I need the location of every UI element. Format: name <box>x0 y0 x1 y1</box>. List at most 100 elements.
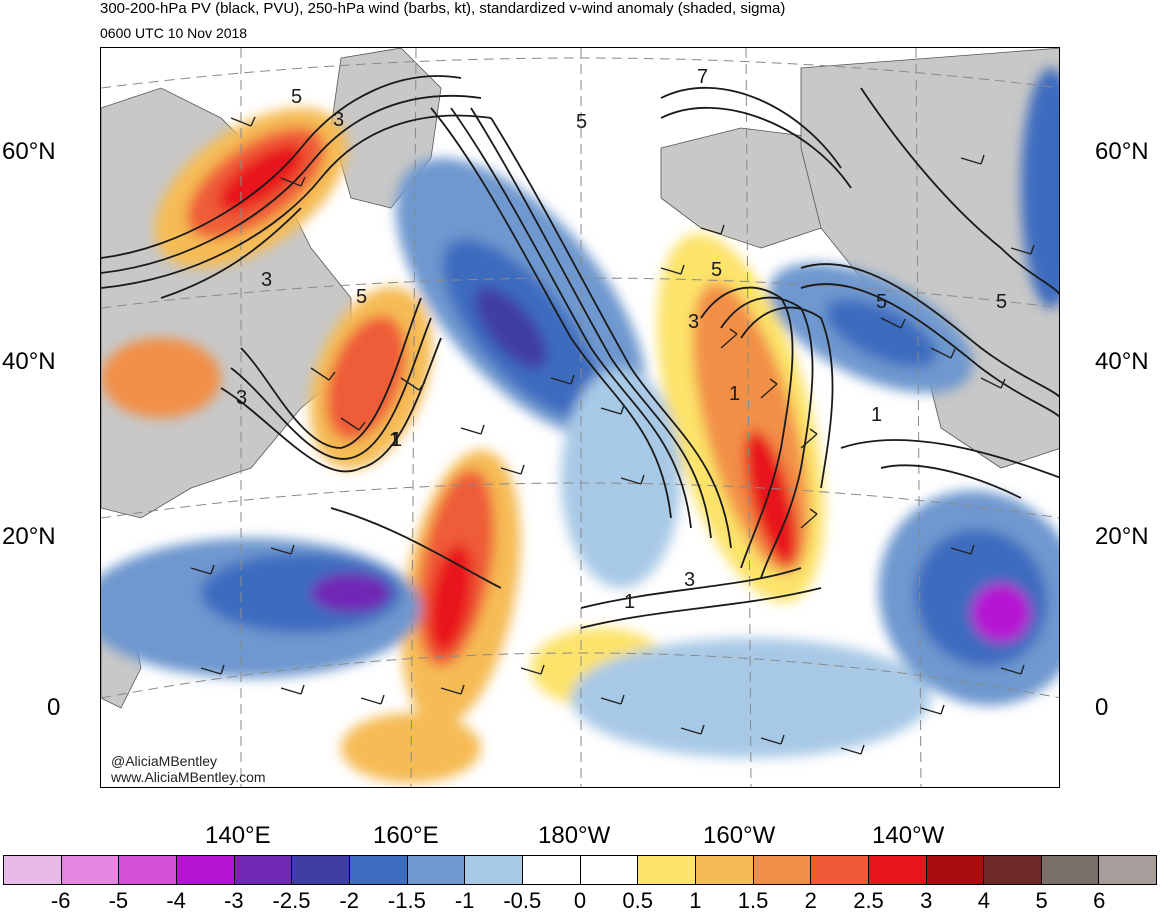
wind-barb <box>190 564 215 575</box>
wind-barb <box>460 424 485 435</box>
colorbar-swatch <box>580 856 639 884</box>
wind-barb <box>230 116 256 127</box>
lat-label-60n-left: 60°N <box>2 138 56 165</box>
lat-label-20n-left: 20°N <box>2 523 56 550</box>
land-nw-america <box>800 48 1059 469</box>
wind-barb <box>280 684 305 695</box>
anomaly-positive <box>326 315 406 441</box>
anomaly-positive <box>744 430 798 566</box>
contour-label: 3 <box>684 569 695 591</box>
colorbar-label: 2 <box>804 888 817 913</box>
contour-label: 5 <box>996 291 1007 313</box>
anomaly-positive <box>429 543 473 653</box>
wind-barb <box>930 347 956 359</box>
contour-label: 7 <box>697 66 708 88</box>
colorbar-swatch <box>753 856 812 884</box>
lon-label-160w: 160°W <box>703 822 776 849</box>
wind-barb <box>920 704 945 715</box>
colorbar-label: -3 <box>224 888 244 913</box>
contour-label: 5 <box>576 111 587 133</box>
wind-barb <box>1010 244 1035 255</box>
colorbar-label: -0.5 <box>503 888 542 913</box>
anomaly-negative <box>971 583 1031 643</box>
lat-label-20n-right: 20°N <box>1095 523 1149 550</box>
wind-barb <box>360 694 385 705</box>
anomaly-negative <box>571 638 931 758</box>
contour-label: 1 <box>624 591 635 613</box>
valid-time: 0600 UTC 10 Nov 2018 <box>100 25 248 41</box>
wind-barb <box>620 474 645 485</box>
colorbar-swatch <box>695 856 754 884</box>
colorbar-swatch <box>465 856 523 884</box>
wind-barb <box>950 544 975 555</box>
contour-label: 5 <box>711 259 722 281</box>
contour-label: 1 <box>389 429 400 451</box>
lon-label-160e: 160°E <box>373 822 439 849</box>
lat-label-40n-right: 40°N <box>1095 348 1149 375</box>
wind-barb <box>880 317 906 329</box>
colorbar-label: -5 <box>108 888 129 913</box>
colorbar-label: 2.5 <box>853 888 884 913</box>
anomaly-negative <box>825 298 937 368</box>
wind-barb <box>270 544 295 555</box>
colorbar-swatch <box>638 856 696 884</box>
wind-barb <box>760 734 785 745</box>
pv-contours <box>101 75 1059 629</box>
map-title: 300-200-hPa PV (black, PVU), 250-hPa win… <box>100 0 786 17</box>
lon-label-180w: 180°W <box>538 822 611 849</box>
colorbar-swatch <box>1041 856 1100 884</box>
anomaly-positive <box>218 144 304 212</box>
credit-website: www.AliciaMBentley.com <box>111 769 266 785</box>
colorbar-label: -2.5 <box>272 888 311 913</box>
wind-barb <box>980 377 1006 389</box>
colorbar-swatch <box>61 856 120 884</box>
colorbar-label: 3 <box>920 888 933 913</box>
colorbar-swatch <box>119 856 177 884</box>
wind-barb <box>760 378 778 399</box>
lat-label-60n-right: 60°N <box>1095 138 1149 165</box>
colorbar-label: 0 <box>573 888 587 913</box>
colorbar-label: 5 <box>1035 888 1048 913</box>
contour-label: 3 <box>333 109 344 131</box>
wind-barb <box>960 154 985 165</box>
contour-label: 1 <box>729 383 740 405</box>
colorbar-label: 0.5 <box>622 888 653 913</box>
wind-barb <box>720 328 738 349</box>
colorbar-label: -1 <box>454 888 475 913</box>
colorbar-swatch <box>522 856 581 884</box>
colorbar-label: -4 <box>166 888 186 913</box>
lon-label-140w: 140°W <box>872 822 945 849</box>
colorbar-label: 6 <box>1093 888 1106 913</box>
lat-label-40n-left: 40°N <box>2 348 56 375</box>
contour-label: 3 <box>688 311 699 333</box>
colorbar-swatch <box>926 856 985 884</box>
colorbar-label: -2 <box>339 888 359 913</box>
contour-label: 1 <box>871 404 882 426</box>
colorbar-swatch <box>407 856 466 884</box>
colorbar-label: 4 <box>977 888 991 913</box>
contour-label: 1 <box>391 429 402 451</box>
contour-label: 5 <box>876 291 887 313</box>
colorbar-swatch <box>984 856 1042 884</box>
wind-barb <box>840 744 865 755</box>
wind-barbs <box>190 116 1035 755</box>
colorbar-swatch <box>4 856 62 884</box>
wind-barb <box>800 508 818 529</box>
wind-barb <box>680 724 705 735</box>
colorbar-swatch <box>292 856 350 884</box>
contour-label: 5 <box>291 86 302 108</box>
anomaly-negative <box>474 287 548 369</box>
colorbar-swatch <box>176 856 235 884</box>
colorbar <box>3 855 1157 885</box>
colorbar-swatch <box>811 856 869 884</box>
colorbar-swatch <box>349 856 408 884</box>
colorbar-label: 1.5 <box>737 888 769 913</box>
colorbar-swatch <box>234 856 293 884</box>
wind-barb <box>660 264 685 275</box>
colorbar-swatch <box>1099 856 1157 884</box>
anomaly-negative <box>1021 68 1059 308</box>
credit-handle: @AliciaMBentley <box>111 753 218 769</box>
anomaly-positive <box>101 338 221 418</box>
